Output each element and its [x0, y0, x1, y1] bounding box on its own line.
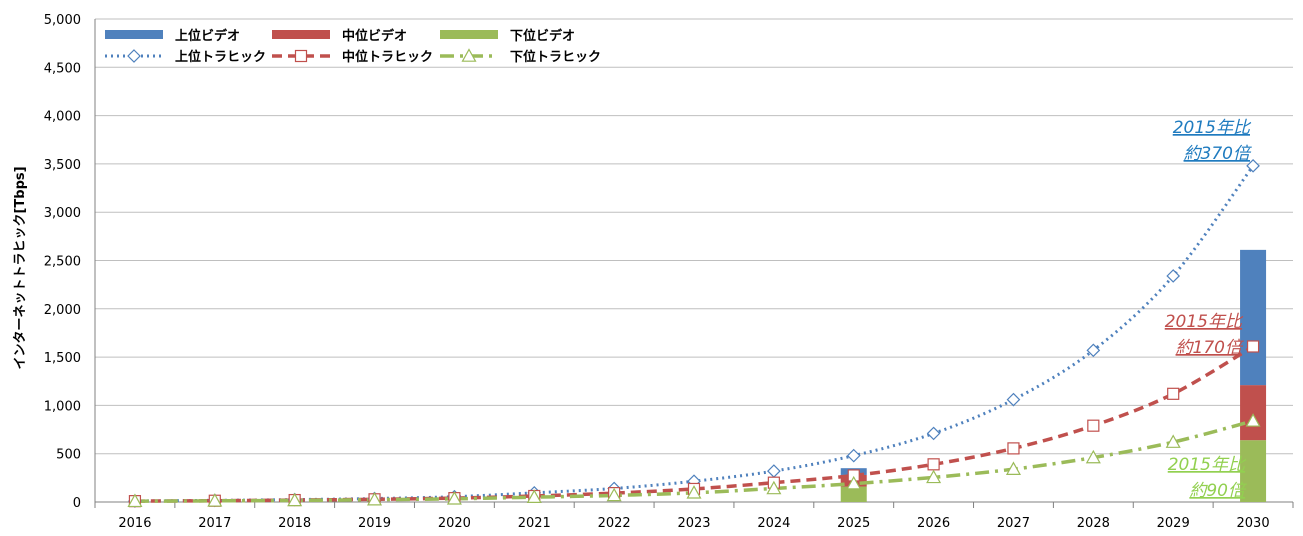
x-tick-label: 2017	[198, 516, 231, 531]
marker-square	[1168, 388, 1179, 399]
bar-segment	[1240, 385, 1266, 440]
marker-square	[1248, 341, 1259, 352]
annotation-text: 約170倍	[1176, 338, 1244, 358]
y-tick-label: 2,500	[44, 255, 81, 270]
annotation-text: 2015年比	[1165, 312, 1244, 332]
marker-diamond	[848, 450, 860, 462]
legend-label: 上位ビデオ	[175, 28, 240, 44]
x-tick-label: 2030	[1237, 516, 1270, 531]
marker-square	[1008, 443, 1019, 454]
annotation-text: 2015年比	[1173, 118, 1252, 138]
y-tick-label: 3,500	[44, 158, 81, 173]
y-tick-label: 5,000	[44, 13, 81, 28]
marker-diamond	[1007, 394, 1019, 406]
y-tick-label: 1,000	[44, 399, 81, 414]
marker-square	[296, 51, 307, 62]
bar-segment	[1240, 250, 1266, 385]
y-axis-ticks: 0 500 1,000 1,500 2,000 2,500 3,000 3,500 4,000 4…	[44, 13, 81, 511]
legend-label: 下位ビデオ	[510, 28, 575, 44]
legend-label: 中位トラヒック	[342, 49, 433, 65]
y-axis-title: インターネットトラヒック[Tbps]	[13, 166, 28, 369]
x-tick-label: 2026	[917, 516, 950, 531]
legend-swatch	[272, 30, 330, 39]
x-tick-label: 2020	[438, 516, 471, 531]
marker-diamond	[768, 465, 780, 477]
marker-diamond	[928, 427, 940, 439]
annotation-text: 2015年比	[1168, 455, 1247, 475]
annotation-text: 約90倍	[1189, 481, 1247, 501]
legend-label: 中位ビデオ	[342, 28, 407, 44]
x-tick-label: 2029	[1157, 516, 1190, 531]
x-tick-label: 2024	[757, 516, 790, 531]
marker-diamond	[1167, 270, 1179, 282]
legend-label: 下位トラヒック	[510, 49, 601, 65]
y-tick-label: 3,000	[44, 206, 81, 221]
x-tick-label: 2025	[837, 516, 870, 531]
legend-swatch	[105, 30, 163, 39]
x-tick-label: 2027	[997, 516, 1030, 531]
annotation-text: 約370倍	[1184, 144, 1252, 164]
y-tick-label: 0	[73, 496, 81, 511]
x-tick-label: 2018	[278, 516, 311, 531]
x-tick-label: 2019	[358, 516, 391, 531]
x-tick-label: 2021	[518, 516, 551, 531]
line-series	[135, 166, 1253, 501]
marker-square	[1088, 420, 1099, 431]
marker-square	[928, 459, 939, 470]
x-tick-label: 2028	[1077, 516, 1110, 531]
y-tick-label: 500	[56, 448, 81, 463]
series-line	[135, 166, 1253, 501]
x-tick-label: 2023	[677, 516, 710, 531]
grid	[95, 19, 1293, 502]
y-tick-label: 2,000	[44, 303, 81, 318]
x-tick-label: 2022	[598, 516, 631, 531]
y-tick-label: 1,500	[44, 351, 81, 366]
legend-label: 上位トラヒック	[175, 49, 266, 65]
x-axis-ticks: 2016 2017 2018 2019 2020 2021 2022 2023 2024 2025…	[95, 502, 1293, 531]
x-tick-label: 2016	[118, 516, 151, 531]
marker-diamond	[128, 50, 140, 62]
y-tick-label: 4,500	[44, 61, 81, 76]
legend-swatch	[440, 30, 498, 39]
y-tick-label: 4,000	[44, 110, 81, 125]
